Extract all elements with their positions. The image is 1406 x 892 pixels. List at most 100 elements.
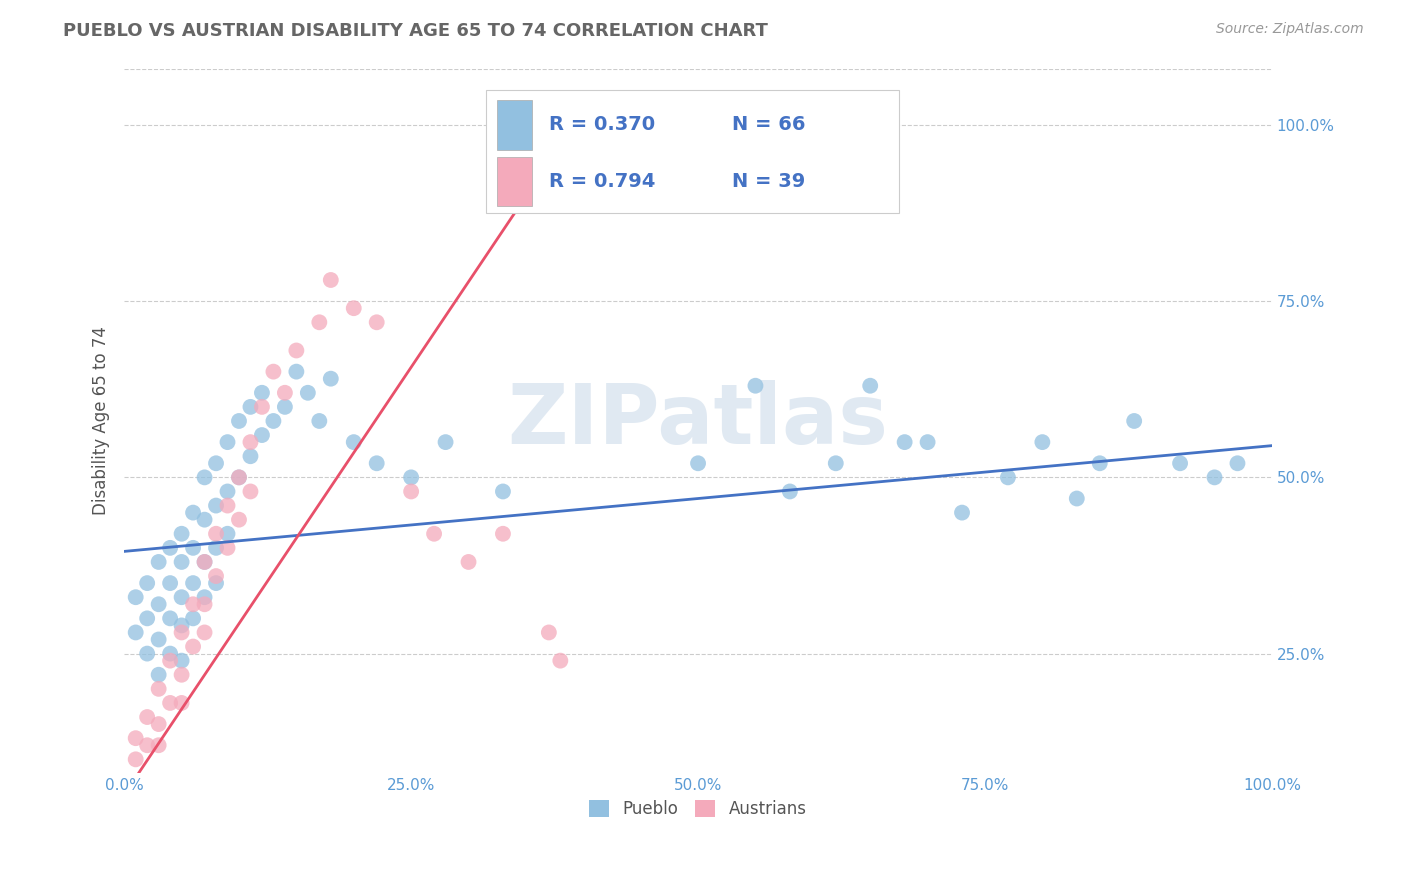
Legend: Pueblo, Austrians: Pueblo, Austrians <box>583 794 813 825</box>
Point <box>824 456 846 470</box>
Point <box>170 526 193 541</box>
Point <box>950 506 973 520</box>
Point <box>159 696 181 710</box>
Point <box>859 378 882 392</box>
Point <box>148 667 170 681</box>
Point <box>148 632 170 647</box>
Point <box>193 597 215 611</box>
Point <box>217 526 239 541</box>
Point <box>205 569 228 583</box>
Point <box>125 591 148 605</box>
Point <box>537 625 560 640</box>
Point <box>1066 491 1088 506</box>
Point <box>228 470 250 484</box>
Point <box>228 470 250 484</box>
Point <box>217 435 239 450</box>
Point <box>262 365 284 379</box>
Point <box>492 484 515 499</box>
Point <box>181 541 204 555</box>
Point <box>262 414 284 428</box>
Point <box>193 591 215 605</box>
Point <box>250 385 273 400</box>
Point <box>193 470 215 484</box>
Point <box>205 456 228 470</box>
Point <box>193 555 215 569</box>
Point <box>159 654 181 668</box>
Point <box>148 681 170 696</box>
Text: N = 66: N = 66 <box>733 115 806 135</box>
Text: R = 0.794: R = 0.794 <box>548 172 655 191</box>
Point <box>308 414 330 428</box>
Point <box>205 499 228 513</box>
Point <box>125 752 148 766</box>
Text: PUEBLO VS AUSTRIAN DISABILITY AGE 65 TO 74 CORRELATION CHART: PUEBLO VS AUSTRIAN DISABILITY AGE 65 TO … <box>63 22 768 40</box>
Point <box>159 576 181 591</box>
Point <box>1123 414 1146 428</box>
Point <box>217 499 239 513</box>
Point <box>205 541 228 555</box>
Point <box>319 273 342 287</box>
Text: ZIPatlas: ZIPatlas <box>508 381 889 461</box>
Point <box>239 435 262 450</box>
Point <box>366 456 388 470</box>
Point <box>193 625 215 640</box>
Point <box>997 470 1019 484</box>
Point <box>285 365 308 379</box>
Point <box>274 385 297 400</box>
Point <box>148 597 170 611</box>
Point <box>343 301 366 316</box>
Point <box>1226 456 1249 470</box>
Point <box>181 611 204 625</box>
FancyBboxPatch shape <box>485 90 898 213</box>
Point <box>217 484 239 499</box>
Point <box>319 372 342 386</box>
Point <box>159 647 181 661</box>
Point <box>308 315 330 329</box>
Point <box>136 647 159 661</box>
Point <box>228 414 250 428</box>
Point <box>399 484 422 499</box>
Point <box>159 611 181 625</box>
Point <box>125 625 148 640</box>
Point <box>1204 470 1226 484</box>
Point <box>250 428 273 442</box>
Point <box>205 576 228 591</box>
Point <box>1168 456 1191 470</box>
Point <box>170 625 193 640</box>
Point <box>148 717 170 731</box>
Point <box>181 576 204 591</box>
Point <box>893 435 915 450</box>
Point <box>239 484 262 499</box>
Point <box>170 667 193 681</box>
Point <box>181 597 204 611</box>
Point <box>148 738 170 752</box>
Point <box>228 513 250 527</box>
Point <box>744 378 766 392</box>
Point <box>297 385 319 400</box>
Point <box>181 506 204 520</box>
Point <box>170 555 193 569</box>
Point <box>423 526 446 541</box>
Point <box>250 400 273 414</box>
Point <box>457 555 479 569</box>
Point <box>686 456 709 470</box>
Text: R = 0.370: R = 0.370 <box>548 115 655 135</box>
Point <box>170 591 193 605</box>
Text: N = 39: N = 39 <box>733 172 806 191</box>
Point <box>170 654 193 668</box>
Point <box>159 541 181 555</box>
Point <box>217 541 239 555</box>
Point <box>170 696 193 710</box>
Point <box>343 435 366 450</box>
Text: Source: ZipAtlas.com: Source: ZipAtlas.com <box>1216 22 1364 37</box>
Point <box>205 526 228 541</box>
Point <box>399 470 422 484</box>
Point <box>779 484 801 499</box>
Point <box>136 611 159 625</box>
Point <box>366 315 388 329</box>
Point <box>148 555 170 569</box>
Point <box>193 555 215 569</box>
Point <box>1031 435 1053 450</box>
Point <box>917 435 939 450</box>
Point <box>170 618 193 632</box>
